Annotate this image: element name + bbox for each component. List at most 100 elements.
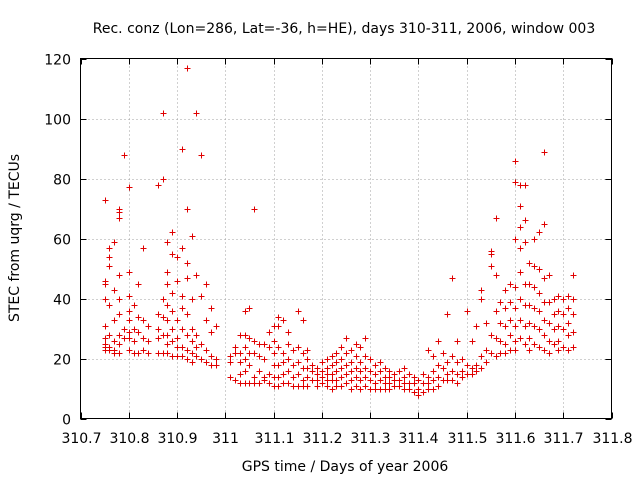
data-point <box>314 365 321 372</box>
data-point <box>140 347 147 354</box>
data-point <box>473 368 480 375</box>
data-point <box>329 386 336 393</box>
data-point <box>275 323 282 330</box>
data-point <box>164 317 171 324</box>
data-point <box>526 260 533 267</box>
data-point <box>536 344 543 351</box>
data-point <box>338 365 345 372</box>
x-tick-label: 311 <box>212 431 239 447</box>
data-point <box>386 380 393 387</box>
data-point <box>275 362 282 369</box>
data-point <box>169 326 176 333</box>
data-point <box>184 332 191 339</box>
data-point <box>102 281 109 288</box>
data-point <box>541 347 548 354</box>
data-point <box>145 323 152 330</box>
data-point <box>319 368 326 375</box>
data-point <box>184 311 191 318</box>
data-point <box>135 350 142 357</box>
data-point <box>536 290 543 297</box>
data-point <box>155 182 162 189</box>
data-point <box>473 362 480 369</box>
x-tick-label: 311.8 <box>592 431 632 447</box>
data-point <box>531 323 538 330</box>
y-tick-label: 100 <box>44 113 71 129</box>
data-point <box>213 323 220 330</box>
data-point <box>560 311 567 318</box>
data-point <box>536 308 543 315</box>
data-point <box>116 341 123 348</box>
data-point <box>304 374 311 381</box>
data-point <box>555 308 562 315</box>
data-point <box>353 365 360 372</box>
data-point <box>526 281 533 288</box>
data-point <box>131 338 138 345</box>
data-point <box>116 296 123 303</box>
data-point <box>126 269 133 276</box>
data-point <box>488 350 495 357</box>
data-point <box>135 329 142 336</box>
data-point <box>531 341 538 348</box>
data-point <box>280 371 287 378</box>
axis-ticks <box>80 58 613 420</box>
data-point <box>343 380 350 387</box>
data-point <box>555 347 562 354</box>
data-point <box>507 281 514 288</box>
data-point <box>102 335 109 342</box>
data-point <box>493 308 500 315</box>
data-point <box>512 236 519 243</box>
data-point <box>203 317 210 324</box>
data-point <box>536 266 543 273</box>
data-point <box>546 272 553 279</box>
data-point <box>357 344 364 351</box>
data-point <box>493 215 500 222</box>
data-point <box>290 362 297 369</box>
data-point <box>179 245 186 252</box>
data-point <box>541 275 548 282</box>
data-point <box>512 284 519 291</box>
data-point <box>135 281 142 288</box>
data-point <box>304 383 311 390</box>
data-point <box>314 371 321 378</box>
data-point <box>522 341 529 348</box>
data-point <box>290 374 297 381</box>
data-point <box>551 341 558 348</box>
data-point <box>507 299 514 306</box>
data-point <box>164 302 171 309</box>
data-point <box>362 383 369 390</box>
data-point <box>444 371 451 378</box>
data-point <box>213 356 220 363</box>
data-point <box>551 296 558 303</box>
data-point <box>251 206 258 213</box>
data-point <box>478 287 485 294</box>
plot-frame <box>80 58 612 419</box>
data-point <box>454 359 461 366</box>
data-point <box>329 371 336 378</box>
data-point <box>184 347 191 354</box>
data-point <box>469 371 476 378</box>
data-point <box>198 152 205 159</box>
data-point <box>541 149 548 156</box>
data-point <box>174 278 181 285</box>
data-point <box>237 350 244 357</box>
data-point <box>512 347 519 354</box>
x-tick-label: 311.7 <box>543 431 583 447</box>
data-point <box>517 245 524 252</box>
data-point <box>430 377 437 384</box>
data-point <box>111 338 118 345</box>
data-point <box>449 353 456 360</box>
data-point <box>256 380 263 387</box>
data-point <box>343 335 350 342</box>
data-point <box>362 374 369 381</box>
data-point <box>435 362 442 369</box>
grid-lines <box>80 58 612 419</box>
data-point <box>555 293 562 300</box>
data-point <box>208 329 215 336</box>
data-point <box>189 359 196 366</box>
data-point <box>309 362 316 369</box>
data-point <box>454 338 461 345</box>
data-point <box>131 302 138 309</box>
data-point <box>343 371 350 378</box>
data-point <box>517 317 524 324</box>
data-point <box>160 296 167 303</box>
